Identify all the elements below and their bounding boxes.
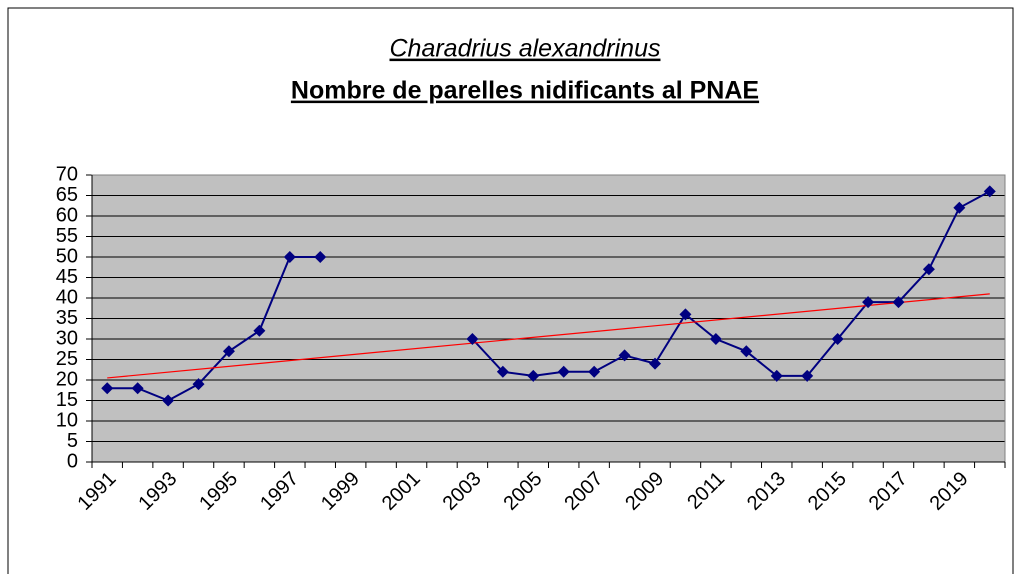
marker [162,394,175,407]
y-tick-label: 5 [67,430,78,452]
marker [983,185,996,198]
marker [192,378,205,391]
marker [922,263,935,276]
marker [466,333,479,345]
y-tick-label: 15 [56,389,78,411]
marker [222,345,235,358]
marker [527,369,540,382]
chart-title: Charadrius alexandrinus [390,35,661,63]
marker [892,296,905,309]
chart-subtitle: Nombre de parelles nidificants al PNAE [291,77,759,105]
y-tick-label: 20 [56,368,78,390]
marker [679,308,692,321]
x-tick-label: 2007 [560,468,607,515]
y-tick-label: 30 [56,327,78,349]
x-tick-label: 2013 [743,468,790,515]
x-tick-label: 1995 [195,468,242,515]
trend-line [107,293,990,379]
marker [496,365,509,378]
x-tick-label: 2009 [621,468,668,515]
marker [831,333,844,345]
y-tick-label: 40 [56,286,78,308]
y-tick-label: 10 [56,409,78,431]
marker [557,365,570,378]
marker [253,324,266,337]
marker [770,369,783,382]
x-tick-label: 2005 [500,468,547,515]
marker [801,369,814,382]
marker [314,251,327,263]
x-tick-label: 2001 [378,468,425,515]
marker [618,349,631,362]
x-tick-label: 2015 [804,468,851,515]
x-tick-label: 1997 [256,468,303,515]
x-tick-label: 1999 [317,468,364,515]
y-tick-label: 65 [56,184,78,206]
y-tick-label: 50 [56,245,78,267]
marker [131,382,144,395]
marker [649,357,662,370]
y-tick-label: 45 [56,266,78,288]
marker [953,201,966,214]
marker [101,382,114,395]
x-tick-label: 2019 [926,468,973,515]
y-tick-label: 70 [56,163,78,185]
marker [283,251,296,263]
x-tick-label: 2017 [865,468,912,515]
x-tick-label: 1991 [73,468,120,515]
chart-border [7,7,1014,574]
x-tick-label: 2011 [683,468,729,514]
y-tick-label: 60 [56,204,78,226]
y-tick-label: 55 [56,225,78,247]
marker [709,333,722,345]
y-tick-label: 25 [56,348,78,370]
x-tick-label: 1993 [134,468,181,515]
marker [740,345,753,358]
marker [588,365,601,378]
y-tick-label: 35 [56,307,78,329]
marker [862,296,875,309]
y-tick-label: 0 [67,450,78,472]
x-tick-label: 2003 [439,468,486,515]
